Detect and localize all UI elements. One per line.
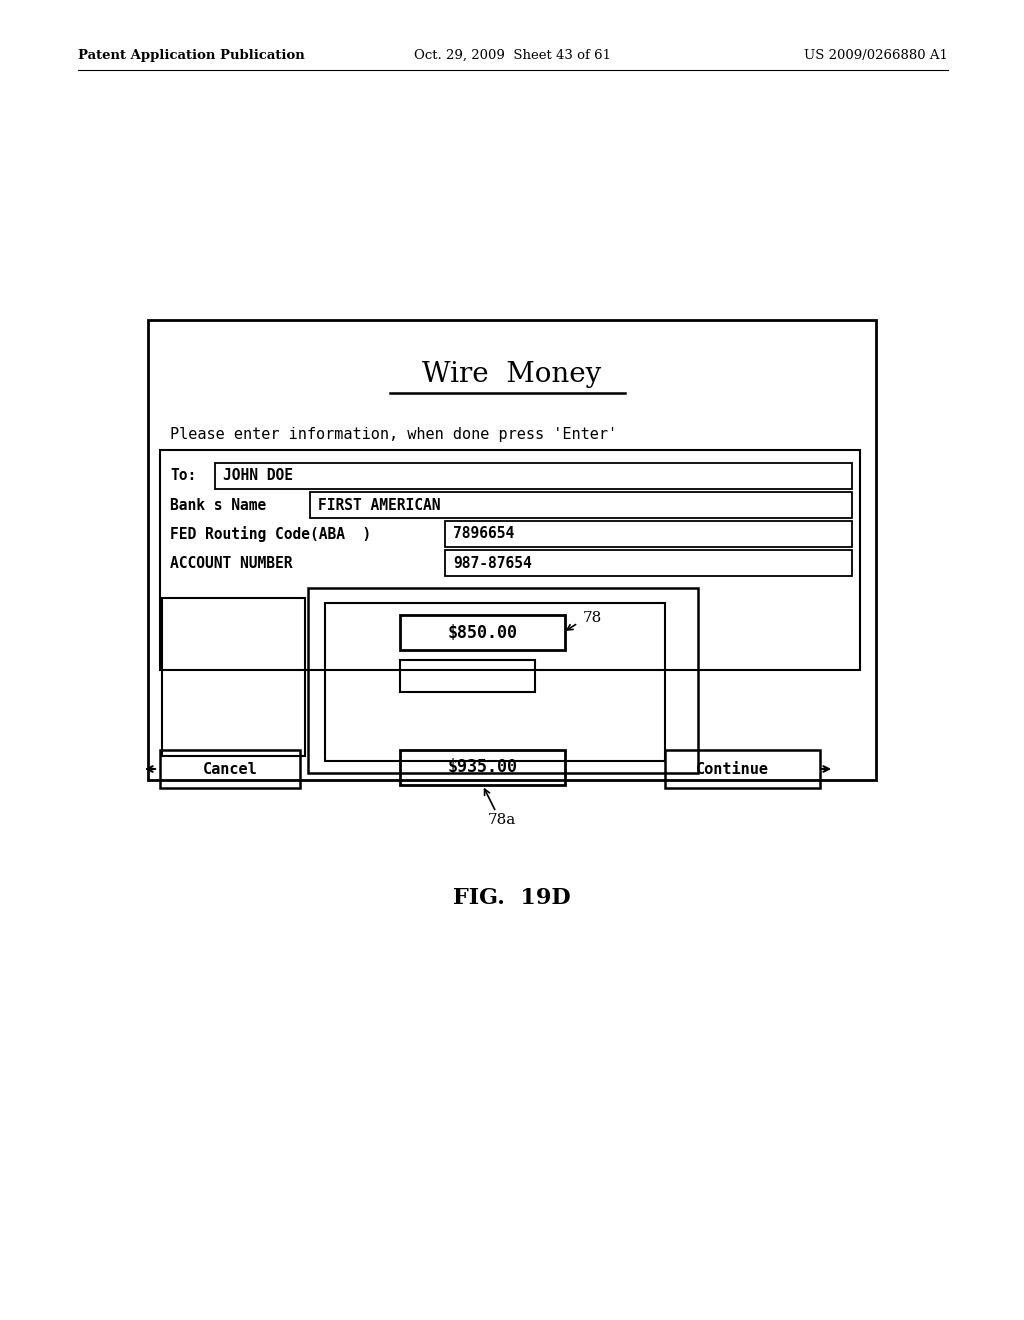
Text: FED Routing Code(ABA  ): FED Routing Code(ABA ) [170,525,372,543]
Bar [445,550,852,576]
Bar [325,603,665,762]
Bar [308,587,698,774]
Text: Bank s Name: Bank s Name [170,498,266,512]
Bar [445,521,852,546]
Text: FIRST AMERICAN: FIRST AMERICAN [318,498,440,512]
Bar [400,615,565,649]
Text: Wire  Money: Wire Money [422,362,602,388]
Text: 78: 78 [583,611,602,624]
Text: To:: To: [170,469,197,483]
Bar [162,598,305,756]
Text: JOHN DOE: JOHN DOE [223,469,293,483]
Text: Oct. 29, 2009  Sheet 43 of 61: Oct. 29, 2009 Sheet 43 of 61 [414,49,610,62]
Bar [160,750,300,788]
Text: Patent Application Publication: Patent Application Publication [78,49,305,62]
Text: 78a: 78a [488,813,516,828]
Bar [148,319,876,780]
Text: 7896654: 7896654 [453,527,514,541]
Bar [215,463,852,488]
Text: $850.00: $850.00 [447,623,517,642]
Text: FIG.  19D: FIG. 19D [454,887,570,909]
Text: Cancel: Cancel [203,762,257,776]
Text: $935.00: $935.00 [447,759,517,776]
Bar [160,450,860,671]
Bar [310,492,852,517]
Bar [665,750,820,788]
Bar [400,750,565,785]
Text: US 2009/0266880 A1: US 2009/0266880 A1 [804,49,948,62]
Text: 987-87654: 987-87654 [453,556,531,570]
Text: Please enter information, when done press 'Enter': Please enter information, when done pres… [170,428,617,442]
Text: ACCOUNT NUMBER: ACCOUNT NUMBER [170,556,293,570]
Text: Continue: Continue [696,762,769,776]
Bar [400,660,535,692]
